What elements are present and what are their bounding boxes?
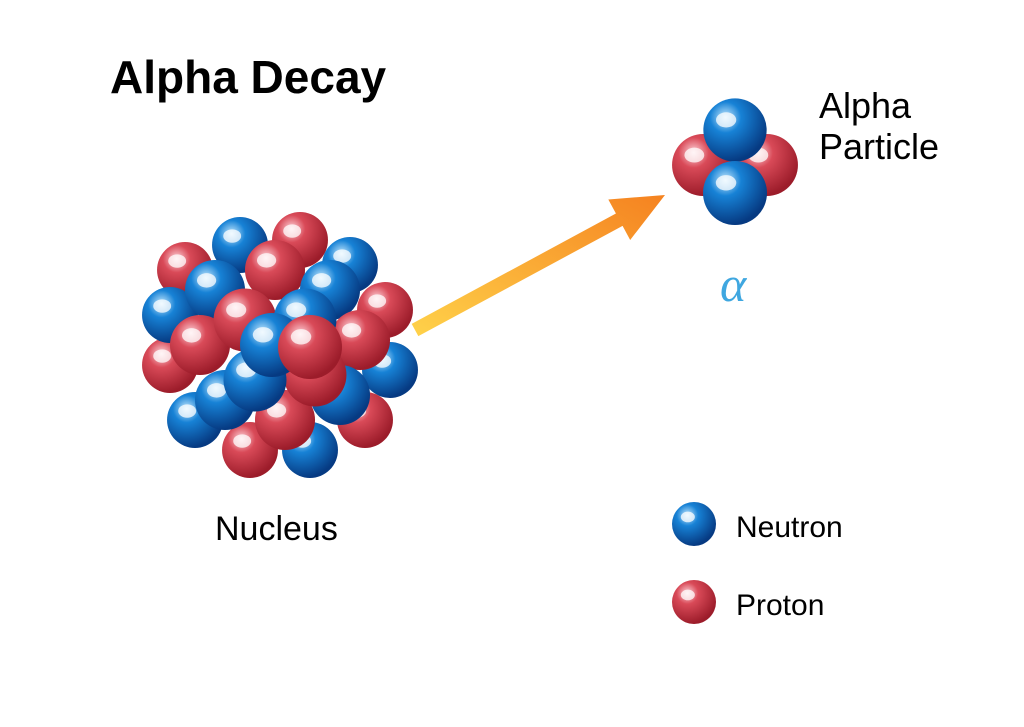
- emission-arrow-icon: [412, 195, 665, 336]
- alpha-symbol: α: [720, 255, 746, 313]
- alpha-particle-cluster: [672, 98, 798, 225]
- alpha-label-line2: Particle: [819, 126, 939, 167]
- diagram-title: Alpha Decay: [110, 50, 386, 104]
- proton-swatch-icon: [670, 578, 718, 634]
- proton-sphere: [278, 315, 342, 379]
- nucleus-label: Nucleus: [215, 510, 338, 549]
- neutron-swatch-icon: [670, 500, 718, 548]
- proton-swatch-icon: [670, 578, 718, 626]
- alpha-label-line1: Alpha: [819, 85, 939, 126]
- alpha-particle-label: Alpha Particle: [819, 85, 939, 168]
- legend-proton-label: Proton: [736, 589, 824, 623]
- neutron-sphere: [703, 161, 767, 225]
- legend-neutron-label: Neutron: [736, 511, 843, 545]
- legend-row-neutron: Neutron: [670, 500, 843, 556]
- legend: Neutron Proton: [670, 500, 843, 634]
- legend-row-proton: Proton: [670, 578, 843, 634]
- nucleus-cluster: [142, 212, 418, 478]
- neutron-swatch-icon: [670, 500, 718, 556]
- neutron-sphere: [703, 98, 766, 161]
